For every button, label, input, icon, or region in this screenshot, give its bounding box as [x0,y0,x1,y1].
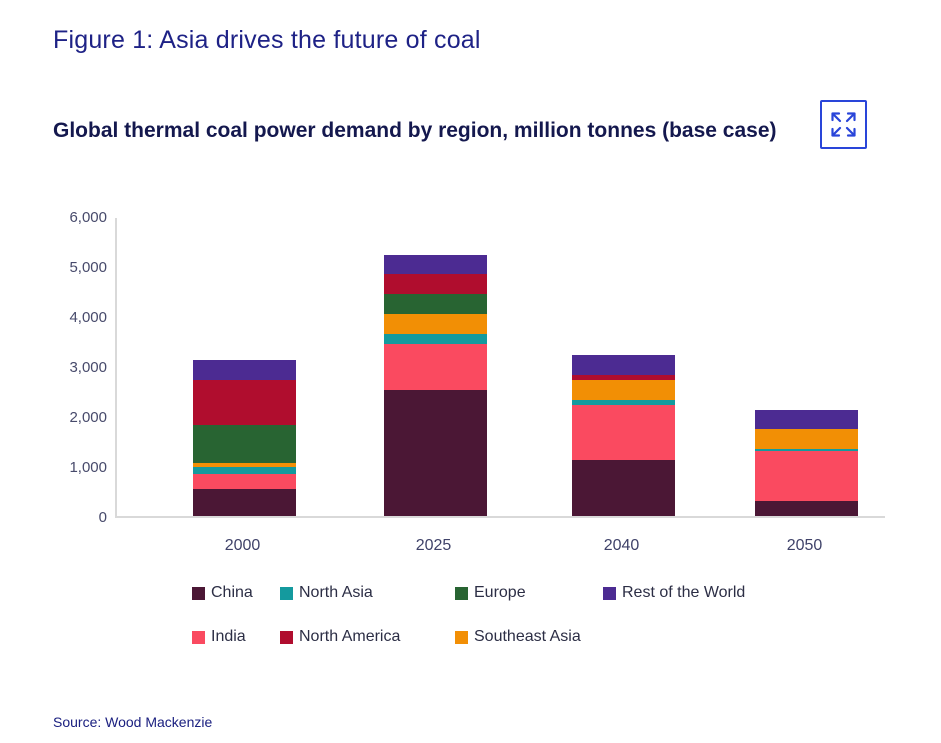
x-label-2050: 2050 [786,537,823,554]
legend-item-rest-of-the-world[interactable]: Rest of the World [603,584,745,602]
legend-item-china[interactable]: China [192,584,253,602]
legend-item-north-asia[interactable]: North Asia [280,584,373,602]
figure-title: Figure 1: Asia drives the future of coal [53,26,481,54]
legend-label: Rest of the World [622,584,746,601]
legend-label: India [211,628,246,645]
y-tick-label: 4,000 [69,309,107,326]
bar-segment-north-asia-2040 [572,400,675,405]
expand-chart-button[interactable] [820,100,867,149]
legend-swatch-icon [603,586,616,600]
legend-swatch-icon [192,630,205,644]
bar-segment-china-2000 [193,488,296,516]
legend-swatch-icon [455,586,468,600]
legend-label: North Asia [299,584,373,601]
legend-swatch-icon [192,586,205,600]
legend-swatch-icon [455,630,468,644]
bar-segment-china-2040 [572,460,675,516]
bar-segment-india-2040 [572,405,675,460]
legend-swatch-icon [280,630,293,644]
bar-segment-europe-2000 [193,424,296,463]
plot-area [115,218,885,518]
bar-segment-north-america-2040 [572,375,675,380]
bar-segment-india-2050 [755,451,858,501]
bar-segment-southeast-asia-2040 [572,380,675,400]
x-label-2040: 2040 [603,537,640,554]
y-tick-label: 6,000 [69,209,107,226]
bar-segment-southeast-asia-2000 [193,463,296,467]
legend-label: Europe [474,584,526,601]
bar-segment-china-2050 [755,501,858,516]
legend-item-north-america[interactable]: North America [280,628,400,646]
bar-segment-north-america-2000 [193,379,296,425]
bar-segment-india-2025 [384,343,487,390]
y-tick-label: 0 [98,509,107,526]
bar-2000 [193,359,296,516]
bar-segment-north-asia-2025 [384,333,487,344]
bar-segment-europe-2025 [384,293,487,314]
legend-label: China [211,584,253,601]
bar-segment-china-2025 [384,389,487,516]
bar-segment-north-asia-2000 [193,466,296,474]
source-note: Source: Wood Mackenzie [53,714,213,730]
legend-item-europe[interactable]: Europe [455,584,526,602]
bar-segment-north-america-2025 [384,273,487,294]
y-tick-label: 3,000 [69,359,107,376]
bar-segment-rest-of-the-world-2000 [193,359,296,380]
bar-2025 [384,254,487,516]
x-label-2000: 2000 [224,537,261,554]
bar-segment-southeast-asia-2050 [755,429,858,449]
y-tick-label: 1,000 [69,459,107,476]
bar-segment-southeast-asia-2025 [384,313,487,334]
legend-item-southeast-asia[interactable]: Southeast Asia [455,628,581,646]
legend-label: Southeast Asia [474,628,581,645]
y-tick-label: 2,000 [69,409,107,426]
bar-2050 [755,410,858,516]
bar-segment-rest-of-the-world-2050 [755,410,858,429]
legend-swatch-icon [280,586,293,600]
bar-segment-north-asia-2050 [755,449,858,451]
expand-arrows-icon [829,110,858,139]
bar-segment-india-2000 [193,473,296,489]
bar-2040 [572,355,675,516]
y-tick-label: 5,000 [69,259,107,276]
bar-segment-rest-of-the-world-2025 [384,254,487,274]
legend-label: North America [299,628,401,645]
x-label-2025: 2025 [415,537,452,554]
chart-title: Global thermal coal power demand by regi… [53,119,777,142]
bar-segment-rest-of-the-world-2040 [572,355,675,375]
legend-item-india[interactable]: India [192,628,246,646]
